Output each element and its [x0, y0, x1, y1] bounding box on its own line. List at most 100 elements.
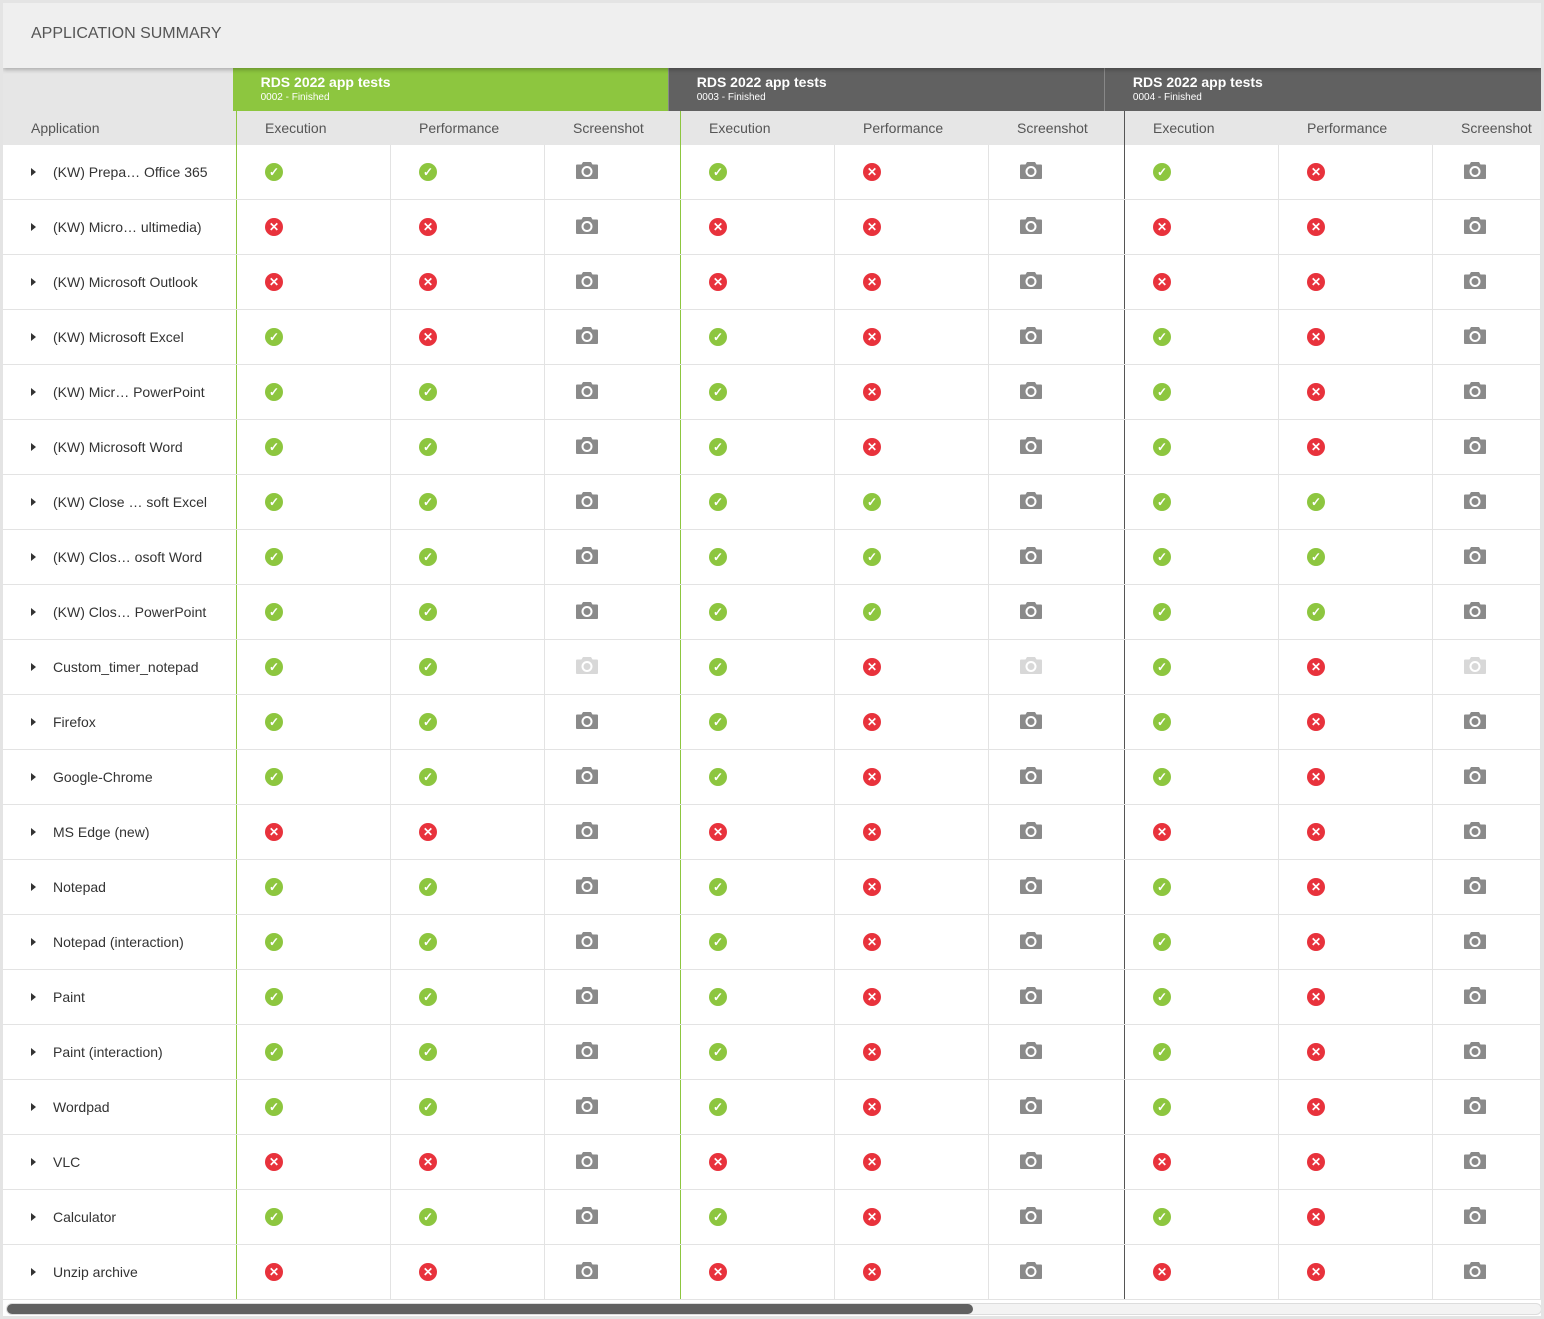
camera-icon[interactable]: [1463, 1150, 1487, 1175]
application-cell[interactable]: (KW) Microsoft Outlook: [3, 255, 237, 309]
column-header-execution[interactable]: Execution: [709, 120, 771, 136]
camera-icon[interactable]: [575, 380, 599, 405]
camera-icon[interactable]: [1463, 325, 1487, 350]
camera-icon[interactable]: [1019, 1260, 1043, 1285]
horizontal-scrollbar[interactable]: [6, 1303, 1541, 1315]
camera-icon[interactable]: [1463, 710, 1487, 735]
camera-icon[interactable]: [575, 875, 599, 900]
application-cell[interactable]: Custom_timer_notepad: [3, 640, 237, 694]
column-header-screenshot[interactable]: Screenshot: [1461, 120, 1532, 136]
application-cell[interactable]: MS Edge (new): [3, 805, 237, 859]
camera-icon[interactable]: [1019, 985, 1043, 1010]
camera-icon[interactable]: [575, 1040, 599, 1065]
column-header-execution[interactable]: Execution: [1153, 120, 1215, 136]
application-cell[interactable]: (KW) Micro… ultimedia): [3, 200, 237, 254]
camera-icon[interactable]: [1463, 930, 1487, 955]
camera-icon[interactable]: [1019, 270, 1043, 295]
expand-caret-icon[interactable]: [31, 663, 36, 671]
camera-icon[interactable]: [1463, 600, 1487, 625]
application-cell[interactable]: (KW) Clos… PowerPoint: [3, 585, 237, 639]
camera-icon[interactable]: [1019, 215, 1043, 240]
camera-icon[interactable]: [1019, 435, 1043, 460]
application-cell[interactable]: Firefox: [3, 695, 237, 749]
application-cell[interactable]: Wordpad: [3, 1080, 237, 1134]
camera-icon[interactable]: [575, 1260, 599, 1285]
camera-icon[interactable]: [1463, 985, 1487, 1010]
camera-icon[interactable]: [1019, 1040, 1043, 1065]
camera-icon[interactable]: [1463, 545, 1487, 570]
expand-caret-icon[interactable]: [31, 608, 36, 616]
camera-icon[interactable]: [1019, 160, 1043, 185]
camera-icon[interactable]: [575, 490, 599, 515]
scrollbar-thumb[interactable]: [7, 1304, 974, 1314]
camera-icon[interactable]: [575, 270, 599, 295]
application-cell[interactable]: (KW) Microsoft Excel: [3, 310, 237, 364]
expand-caret-icon[interactable]: [31, 938, 36, 946]
camera-icon[interactable]: [575, 765, 599, 790]
expand-caret-icon[interactable]: [31, 498, 36, 506]
expand-caret-icon[interactable]: [31, 443, 36, 451]
camera-icon[interactable]: [1019, 1095, 1043, 1120]
application-cell[interactable]: Paint (interaction): [3, 1025, 237, 1079]
application-cell[interactable]: (KW) Microsoft Word: [3, 420, 237, 474]
application-cell[interactable]: (KW) Close … soft Excel: [3, 475, 237, 529]
camera-icon[interactable]: [575, 435, 599, 460]
camera-icon[interactable]: [575, 1205, 599, 1230]
application-cell[interactable]: Notepad (interaction): [3, 915, 237, 969]
camera-icon[interactable]: [1463, 1205, 1487, 1230]
camera-icon[interactable]: [1019, 325, 1043, 350]
camera-icon[interactable]: [1463, 270, 1487, 295]
group-header[interactable]: RDS 2022 app tests 0002 - Finished: [232, 68, 669, 111]
camera-icon[interactable]: [575, 325, 599, 350]
expand-caret-icon[interactable]: [31, 1158, 36, 1166]
camera-icon[interactable]: [1019, 765, 1043, 790]
expand-caret-icon[interactable]: [31, 1103, 36, 1111]
application-cell[interactable]: Google-Chrome: [3, 750, 237, 804]
camera-icon[interactable]: [1019, 1205, 1043, 1230]
camera-icon[interactable]: [1019, 1150, 1043, 1175]
camera-icon[interactable]: [1019, 380, 1043, 405]
expand-caret-icon[interactable]: [31, 718, 36, 726]
camera-icon[interactable]: [575, 820, 599, 845]
camera-icon[interactable]: [575, 1095, 599, 1120]
camera-icon[interactable]: [1463, 820, 1487, 845]
camera-icon[interactable]: [1463, 1040, 1487, 1065]
camera-icon[interactable]: [575, 710, 599, 735]
camera-icon[interactable]: [1463, 380, 1487, 405]
column-header-performance[interactable]: Performance: [1307, 120, 1388, 136]
expand-caret-icon[interactable]: [31, 883, 36, 891]
camera-icon[interactable]: [1463, 490, 1487, 515]
expand-caret-icon[interactable]: [31, 773, 36, 781]
expand-caret-icon[interactable]: [31, 1213, 36, 1221]
camera-icon[interactable]: [1019, 545, 1043, 570]
camera-icon[interactable]: [1463, 160, 1487, 185]
column-header-performance[interactable]: Performance: [863, 120, 944, 136]
expand-caret-icon[interactable]: [31, 333, 36, 341]
camera-icon[interactable]: [575, 930, 599, 955]
camera-icon[interactable]: [575, 215, 599, 240]
camera-icon[interactable]: [575, 1150, 599, 1175]
camera-icon[interactable]: [1019, 600, 1043, 625]
camera-icon[interactable]: [1463, 1095, 1487, 1120]
camera-icon[interactable]: [1463, 1260, 1487, 1285]
application-cell[interactable]: (KW) Prepa… Office 365: [3, 145, 237, 199]
expand-caret-icon[interactable]: [31, 388, 36, 396]
camera-icon[interactable]: [575, 985, 599, 1010]
camera-icon[interactable]: [1463, 765, 1487, 790]
group-header[interactable]: RDS 2022 app tests 0004 - Finished: [1104, 68, 1541, 111]
application-cell[interactable]: Unzip archive: [3, 1245, 237, 1299]
application-cell[interactable]: Notepad: [3, 860, 237, 914]
application-cell[interactable]: Calculator: [3, 1190, 237, 1244]
expand-caret-icon[interactable]: [31, 828, 36, 836]
application-cell[interactable]: VLC: [3, 1135, 237, 1189]
expand-caret-icon[interactable]: [31, 553, 36, 561]
expand-caret-icon[interactable]: [31, 1048, 36, 1056]
group-header[interactable]: RDS 2022 app tests 0003 - Finished: [668, 68, 1105, 111]
column-header-execution[interactable]: Execution: [265, 120, 327, 136]
expand-caret-icon[interactable]: [31, 1268, 36, 1276]
camera-icon[interactable]: [575, 160, 599, 185]
column-header-performance[interactable]: Performance: [419, 120, 500, 136]
column-header-screenshot[interactable]: Screenshot: [989, 111, 1125, 145]
camera-icon[interactable]: [575, 545, 599, 570]
expand-caret-icon[interactable]: [31, 223, 36, 231]
